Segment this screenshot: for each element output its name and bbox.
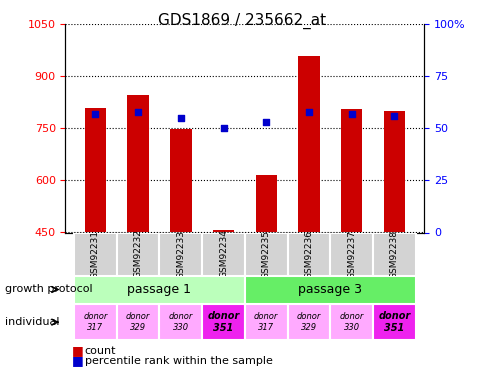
Text: donor
330: donor 330 [339, 312, 363, 332]
Bar [74, 232, 117, 276]
Bar [330, 232, 372, 276]
Bar [159, 304, 202, 340]
Text: passage 3: passage 3 [298, 283, 362, 296]
Bar [372, 232, 415, 276]
Bar [74, 304, 117, 340]
Point [177, 115, 184, 121]
Bar [330, 304, 372, 340]
Bar [117, 304, 159, 340]
Bar [255, 175, 276, 232]
Bar [117, 232, 159, 276]
Bar [244, 304, 287, 340]
Bar [383, 111, 404, 232]
Point [347, 111, 355, 117]
Bar [170, 129, 191, 232]
Point [219, 125, 227, 131]
Point [304, 109, 312, 115]
Bar [244, 232, 287, 276]
Text: donor
317: donor 317 [83, 312, 107, 332]
Text: donor
317: donor 317 [254, 312, 278, 332]
Text: ■: ■ [72, 344, 83, 357]
Text: donor
329: donor 329 [126, 312, 150, 332]
Text: donor
351: donor 351 [207, 311, 239, 333]
Bar [159, 232, 202, 276]
Bar [202, 304, 244, 340]
Text: GDS1869 / 235662_at: GDS1869 / 235662_at [158, 12, 326, 28]
Text: growth protocol: growth protocol [5, 285, 92, 294]
Text: donor
329: donor 329 [296, 312, 320, 332]
Text: donor
351: donor 351 [378, 311, 410, 333]
Text: GSM92231: GSM92231 [91, 230, 100, 279]
Text: GSM92238: GSM92238 [389, 230, 398, 279]
Point [390, 113, 397, 119]
Text: percentile rank within the sample: percentile rank within the sample [85, 356, 272, 366]
Bar [287, 232, 330, 276]
Bar [202, 232, 244, 276]
Bar [298, 56, 319, 232]
Bar [340, 110, 362, 232]
Text: GSM92235: GSM92235 [261, 230, 270, 279]
Bar [74, 276, 244, 304]
Text: passage 1: passage 1 [127, 283, 191, 296]
Point [134, 109, 142, 115]
Point [262, 119, 270, 125]
Text: ■: ■ [72, 354, 83, 367]
Bar [372, 304, 415, 340]
Bar [127, 96, 149, 232]
Text: individual: individual [5, 317, 59, 327]
Text: donor
330: donor 330 [168, 312, 193, 332]
Text: GSM92233: GSM92233 [176, 230, 185, 279]
Text: GSM92236: GSM92236 [304, 230, 313, 279]
Text: GSM92232: GSM92232 [133, 230, 142, 279]
Text: GSM92237: GSM92237 [347, 230, 356, 279]
Bar [287, 304, 330, 340]
Text: count: count [85, 346, 116, 355]
Text: GSM92234: GSM92234 [219, 230, 227, 279]
Bar [212, 230, 234, 232]
Bar [85, 108, 106, 232]
Point [91, 111, 99, 117]
Bar [244, 276, 415, 304]
